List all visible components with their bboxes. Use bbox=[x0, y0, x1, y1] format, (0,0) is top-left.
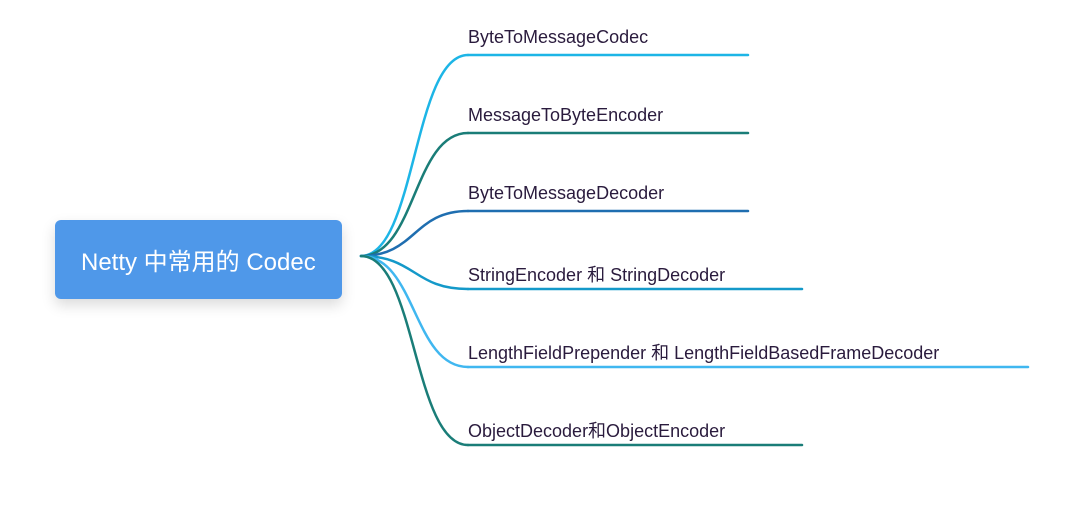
branch-label: LengthFieldPrepender 和 LengthFieldBasedF… bbox=[468, 339, 939, 365]
branch-connector bbox=[361, 256, 468, 367]
branch-label: StringEncoder 和 StringDecoder bbox=[468, 261, 725, 287]
branch-connector bbox=[361, 256, 468, 289]
branch-connector bbox=[361, 211, 468, 256]
branch-connector bbox=[361, 256, 468, 445]
branch-connector bbox=[361, 133, 468, 256]
branch-label: MessageToByteEncoder bbox=[468, 105, 663, 126]
branch-label: ByteToMessageCodec bbox=[468, 27, 648, 48]
branch-connector bbox=[361, 55, 468, 256]
root-node: Netty 中常用的 Codec bbox=[55, 220, 342, 299]
branch-label: ObjectDecoder和ObjectEncoder bbox=[468, 417, 725, 443]
branch-label: ByteToMessageDecoder bbox=[468, 183, 664, 204]
root-label: Netty 中常用的 Codec bbox=[81, 249, 316, 276]
